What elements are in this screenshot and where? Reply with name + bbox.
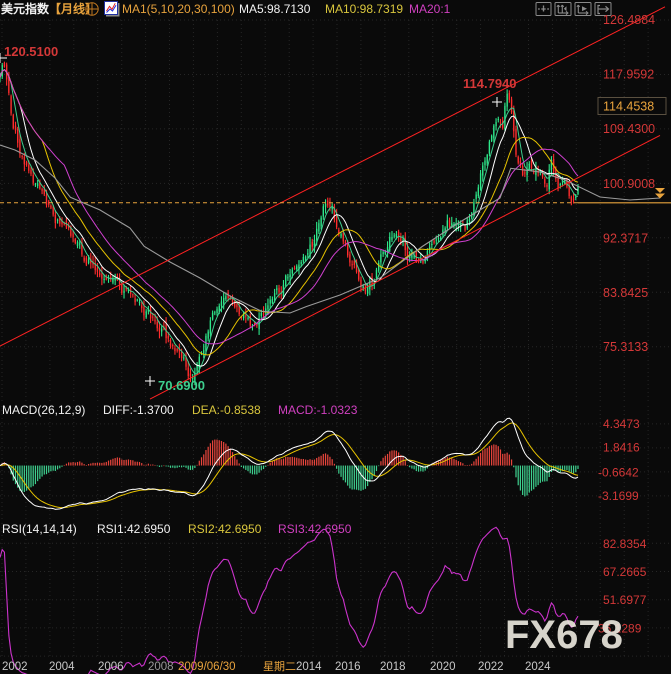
svg-text:2020: 2020 [430, 661, 456, 673]
svg-text:51.6977: 51.6977 [603, 593, 647, 607]
svg-text:126.4884: 126.4884 [603, 13, 655, 27]
svg-text:MA10:98.7319: MA10:98.7319 [325, 2, 403, 16]
svg-text:MA20:1: MA20:1 [409, 2, 451, 16]
svg-text:2004: 2004 [49, 661, 75, 673]
svg-text:120.5100: 120.5100 [4, 44, 58, 59]
svg-text:RSI1:42.6950: RSI1:42.6950 [97, 522, 171, 536]
svg-text:2008: 2008 [148, 661, 174, 673]
svg-text:美元指数: 美元指数 [1, 1, 50, 16]
svg-text:RSI3:42.6950: RSI3:42.6950 [278, 522, 352, 536]
svg-text:DEA:-0.8538: DEA:-0.8538 [192, 403, 261, 417]
svg-text:82.8354: 82.8354 [603, 537, 647, 551]
svg-text:MACD(26,12,9): MACD(26,12,9) [2, 403, 85, 417]
svg-text:2022: 2022 [478, 661, 504, 673]
svg-text:-0.6642: -0.6642 [598, 466, 639, 480]
svg-text:109.4300: 109.4300 [603, 122, 655, 136]
svg-text:2006: 2006 [98, 661, 124, 673]
svg-text:92.3717: 92.3717 [603, 232, 648, 246]
svg-text:75.3133: 75.3133 [603, 340, 648, 354]
svg-text:117.9592: 117.9592 [603, 68, 654, 82]
svg-text:67.2665: 67.2665 [603, 565, 647, 579]
svg-text:2024: 2024 [525, 661, 551, 673]
svg-text:DIFF:-1.3700: DIFF:-1.3700 [103, 403, 174, 417]
svg-text:4.3473: 4.3473 [603, 417, 640, 431]
svg-text:MA1(5,10,20,30,100): MA1(5,10,20,30,100) [122, 2, 235, 16]
svg-text:2016: 2016 [335, 661, 361, 673]
svg-text:2002: 2002 [2, 661, 28, 673]
svg-text:2009/06/30: 2009/06/30 [178, 661, 236, 673]
svg-text:2018: 2018 [380, 661, 406, 673]
svg-text:100.9008: 100.9008 [603, 177, 655, 191]
svg-text:114.7940: 114.7940 [463, 76, 517, 91]
svg-text:FX678: FX678 [505, 613, 623, 657]
svg-text:1.8416: 1.8416 [603, 441, 640, 455]
svg-text:-3.1699: -3.1699 [598, 489, 639, 503]
svg-text:RSI2:42.6950: RSI2:42.6950 [188, 522, 262, 536]
svg-text:83.8425: 83.8425 [603, 286, 648, 300]
svg-text:70.6900: 70.6900 [158, 378, 205, 393]
svg-text:MA5:98.7130: MA5:98.7130 [239, 2, 311, 16]
svg-text:星期二: 星期二 [263, 660, 296, 673]
svg-text:2014: 2014 [296, 661, 322, 673]
svg-text:RSI(14,14,14): RSI(14,14,14) [2, 522, 77, 536]
svg-text:MACD:-1.0323: MACD:-1.0323 [278, 403, 358, 417]
svg-text:114.4538: 114.4538 [603, 100, 654, 114]
